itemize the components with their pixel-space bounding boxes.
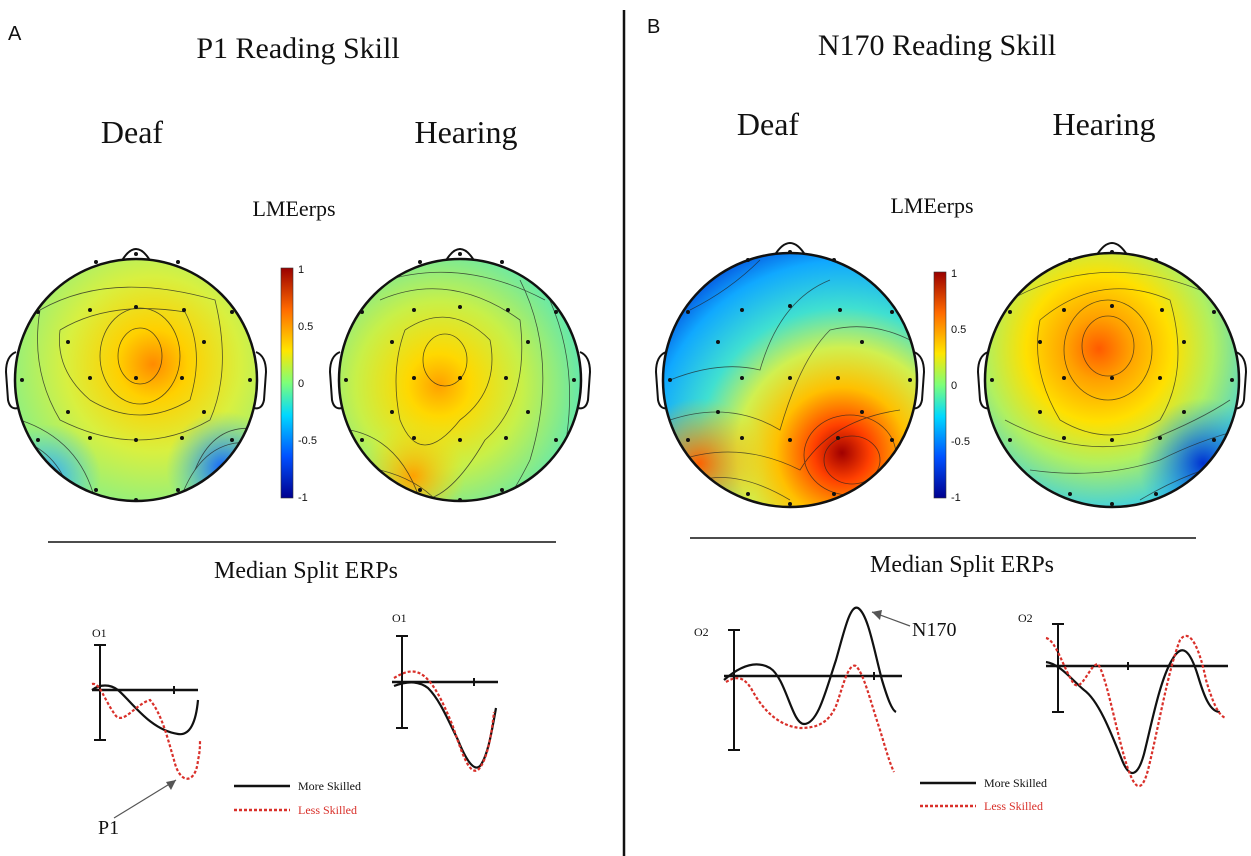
group-label-hearing: Hearing [1052, 106, 1155, 142]
panel-b: B N170 Reading Skill Deaf Hearing LMEerp… [647, 16, 1248, 813]
topomap-label: LMEerps [890, 193, 973, 218]
series-less-skilled [91, 682, 202, 780]
legend: More Skilled Less Skilled [920, 776, 1047, 813]
series-more-skilled [393, 681, 498, 769]
legend-more-skilled: More Skilled [984, 776, 1047, 790]
group-label-deaf: Deaf [737, 106, 800, 142]
erp-section-title: Median Split ERPs [870, 552, 1054, 578]
arrow-head [872, 610, 882, 620]
panel-letter: A [8, 23, 22, 45]
series-less-skilled [725, 664, 895, 773]
series-more-skilled [723, 606, 897, 726]
erp-plot-deaf: O2 N170 [694, 606, 956, 773]
series-less-skilled [393, 670, 496, 772]
topomap-deaf [654, 242, 926, 509]
colorbar-tick: 0.5 [298, 321, 313, 333]
arrow-line [113, 779, 177, 819]
electrode-label: O2 [1018, 611, 1033, 625]
series-more-skilled [91, 684, 200, 736]
electrode-label: O1 [92, 626, 107, 640]
colorbar-tick: -1 [951, 492, 961, 504]
erp-plot-deaf: O1 P1 [91, 626, 202, 839]
component-label: N170 [912, 619, 956, 641]
panel-title: N170 Reading Skill [818, 29, 1056, 62]
topomap-deaf [4, 248, 268, 503]
erp-section-title: Median Split ERPs [214, 558, 398, 584]
electrode-label: O1 [392, 611, 407, 625]
component-label: P1 [98, 817, 119, 839]
erp-plot-hearing: O1 [392, 611, 498, 772]
arrow-head [166, 780, 176, 790]
colorbar-tick: 1 [298, 264, 304, 276]
colorbar-tick: 0.5 [951, 324, 966, 336]
legend-less-skilled: Less Skilled [984, 799, 1043, 813]
group-label-deaf: Deaf [101, 114, 164, 150]
electrode-label: O2 [694, 625, 709, 639]
colorbar: 1 0.5 0 -0.5 -1 [280, 264, 317, 504]
colorbar-tick: -0.5 [298, 435, 317, 447]
panel-title: P1 Reading Skill [196, 32, 399, 65]
colorbar-tick: -1 [298, 492, 308, 504]
series-less-skilled [1045, 634, 1227, 788]
topomap-label: LMEerps [252, 196, 335, 221]
topomap-hearing [976, 242, 1248, 509]
panel-a: A P1 Reading Skill Deaf Hearing LMEerps [4, 23, 592, 839]
colorbar-tick: 1 [951, 268, 957, 280]
legend-more-skilled: More Skilled [298, 779, 361, 793]
panel-letter: B [647, 16, 660, 38]
colorbar-tick: -0.5 [951, 436, 970, 448]
topomap-hearing [328, 248, 592, 503]
colorbar: 1 0.5 0 -0.5 -1 [933, 268, 970, 504]
colorbar-tick: 0 [951, 380, 957, 392]
colorbar-tick: 0 [298, 378, 304, 390]
group-label-hearing: Hearing [414, 114, 517, 150]
legend: More Skilled Less Skilled [234, 779, 361, 817]
erp-plot-hearing: O2 [1018, 611, 1228, 788]
series-more-skilled [1045, 649, 1221, 774]
legend-less-skilled: Less Skilled [298, 803, 357, 817]
